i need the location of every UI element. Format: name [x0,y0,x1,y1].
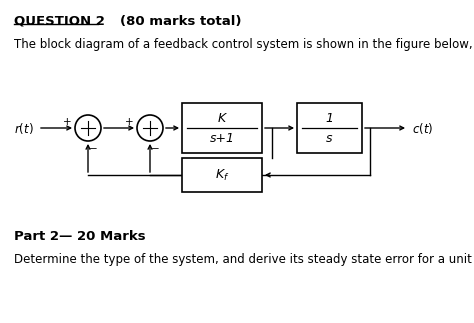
Text: +: + [125,117,133,127]
Text: Determine the type of the system, and derive its steady state error for a unit r: Determine the type of the system, and de… [14,253,474,266]
Circle shape [75,115,101,141]
Text: Part 2— 20 Marks: Part 2— 20 Marks [14,230,146,243]
Text: −: − [89,144,97,154]
Text: The block diagram of a feedback control system is shown in the figure below,: The block diagram of a feedback control … [14,38,473,51]
Text: QUESTION 2: QUESTION 2 [14,15,105,28]
Text: $K_f$: $K_f$ [215,167,229,182]
Circle shape [137,115,163,141]
Text: 1: 1 [326,112,334,126]
Text: $c(t)$: $c(t)$ [412,120,433,136]
Text: s+1: s+1 [210,131,235,144]
Bar [297,103,362,153]
Text: −: − [151,144,159,154]
Bar [182,158,262,192]
Text: +: + [63,117,71,127]
Text: K: K [218,112,226,126]
Text: $r(t)$: $r(t)$ [14,120,34,136]
Text: s: s [326,131,333,144]
Bar [182,103,262,153]
Text: (80 marks total): (80 marks total) [120,15,241,28]
